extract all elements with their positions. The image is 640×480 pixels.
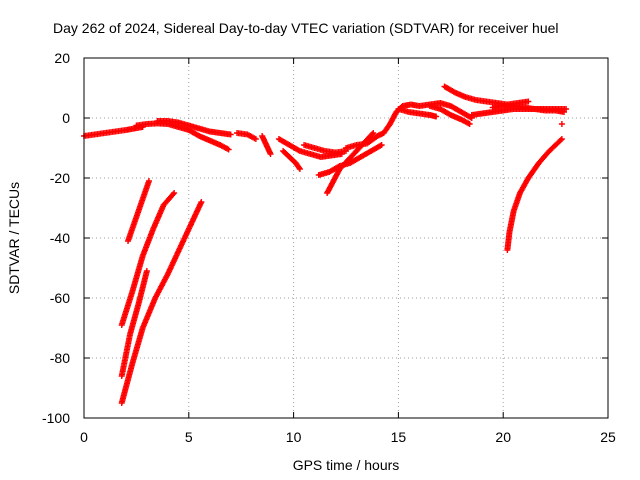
y-tick-label: -100 <box>42 410 70 426</box>
x-tick-label: 25 <box>600 429 616 445</box>
data-point <box>558 136 565 142</box>
series-track-8 <box>301 142 349 156</box>
x-axis-title: GPS time / hours <box>293 457 400 473</box>
axis-ticks: 0 5 10 15 20 25 20 0 -20 -40 -60 -80 -100 <box>42 50 616 445</box>
data-point <box>227 131 234 138</box>
series-track-17 <box>558 121 565 127</box>
data-point <box>433 113 440 120</box>
data-point <box>296 164 303 171</box>
x-tick-label: 5 <box>185 429 193 445</box>
data-points <box>81 83 570 406</box>
data-point <box>369 131 376 138</box>
x-tick-label: 15 <box>391 429 407 445</box>
x-tick-label: 20 <box>495 429 511 445</box>
y-axis-title: SDTVAR / TECUs <box>6 182 22 294</box>
x-tick-label: 10 <box>286 429 302 445</box>
series-track-20 <box>118 190 178 328</box>
data-point <box>267 151 274 157</box>
y-tick-label: 20 <box>54 50 70 66</box>
y-tick-label: -60 <box>50 290 70 306</box>
data-point <box>170 191 177 198</box>
plot-frame <box>83 57 609 419</box>
data-point <box>198 199 205 205</box>
data-point <box>557 137 564 144</box>
series-track-13 <box>426 103 473 127</box>
series-track-16 <box>489 103 567 115</box>
series-track-7 <box>280 148 303 172</box>
data-point <box>296 166 303 172</box>
data-point <box>560 109 567 115</box>
series-track-3 <box>154 118 234 138</box>
x-tick-label: 0 <box>80 429 88 445</box>
y-tick-label: -80 <box>50 350 70 366</box>
y-tick-label: -20 <box>50 170 70 186</box>
data-point <box>466 121 473 127</box>
series-track-12 <box>395 106 440 120</box>
series-track-5 <box>259 133 274 157</box>
series-track-14 <box>441 83 532 108</box>
data-point <box>252 136 259 142</box>
data-point <box>378 142 385 148</box>
data-point <box>171 190 178 196</box>
data-point <box>370 130 377 136</box>
y-tick-label: 0 <box>62 110 70 126</box>
series-track-6 <box>275 136 345 160</box>
series-track-21 <box>118 268 150 379</box>
data-point <box>145 178 152 184</box>
series-track-11 <box>343 100 475 151</box>
y-tick-label: -40 <box>50 230 70 246</box>
data-point <box>143 268 150 274</box>
grid-lines <box>84 58 608 418</box>
data-point <box>225 146 232 153</box>
series-track-19 <box>125 178 152 244</box>
data-point <box>558 121 565 127</box>
chart-title: Day 262 of 2024, Sidereal Day-to-day VTE… <box>53 20 559 36</box>
series-track-4 <box>234 130 259 142</box>
data-point <box>525 98 532 105</box>
series-track-18 <box>504 136 565 253</box>
series-track-22 <box>118 199 205 406</box>
